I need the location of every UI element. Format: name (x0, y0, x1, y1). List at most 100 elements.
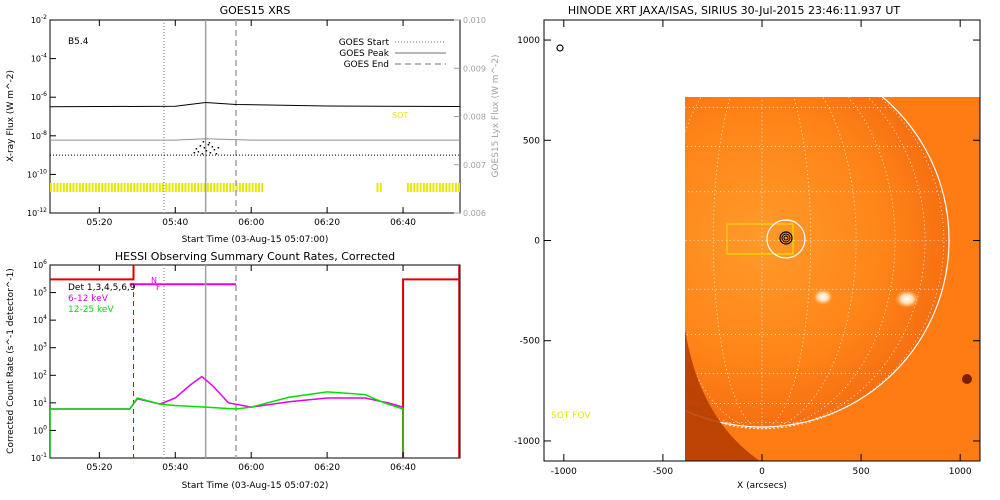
goes-x-tick-label: 06:40 (390, 218, 416, 228)
sot-coverage-bar (72, 183, 75, 192)
goes-y2-tick-label: 0.008 (463, 113, 486, 122)
map-x-label: X (arcsecs) (737, 481, 787, 491)
sot-coverage-bar (245, 183, 248, 192)
goes-y-tick-label: 10-6 (31, 91, 47, 102)
goes-y-tick-label: 10-10 (27, 168, 47, 179)
sot-coverage-bar (146, 183, 148, 192)
sot-coverage-bar (110, 183, 113, 192)
grid-meridian (761, 97, 926, 430)
goes-y-tick-label: 10-2 (31, 14, 47, 25)
sot-coverage-bar (133, 183, 136, 192)
sot-coverage-bar (120, 183, 123, 192)
hessi-x-tick-label: 05:40 (162, 463, 188, 473)
map-x-axis: -1000 -500 0 500 1000 (551, 20, 972, 477)
sot-coverage-bar (254, 183, 257, 192)
map-x-tick-label: 500 (852, 467, 869, 477)
sot-coverage-bar (88, 183, 91, 192)
lyx-scatter-point (209, 152, 212, 154)
lyx-scatter-point (211, 146, 214, 148)
sot-coverage-bar (123, 183, 126, 192)
sot-coverage-bar (69, 183, 72, 192)
goes-series-group (50, 102, 460, 156)
sot-coverage-bar (197, 183, 200, 192)
sot-coverage-bar (406, 183, 409, 192)
hessi-series-6-12-kev (50, 375, 404, 458)
goes-legend: GOES Start GOES Peak GOES End (339, 38, 446, 70)
sot-coverage-bar (181, 183, 184, 192)
goes-title: GOES15 XRS (220, 4, 291, 17)
map-x-tick-label: 1000 (949, 467, 972, 477)
goes-x-tick-label: 06:00 (238, 218, 264, 228)
sot-coverage-bar (190, 183, 193, 192)
sot-coverage-bar (422, 183, 425, 192)
goes-event-lines (163, 20, 237, 213)
goes-y-axis: 10-12 10-10 10-8 10-6 10-4 10-2 (27, 14, 56, 218)
goes-y2-label: GOES15 Lyx Flux (W m^-2) (491, 54, 501, 177)
hessi-title: HESSI Observing Summary Count Rates, Cor… (115, 250, 395, 263)
sot-coverage-bar (62, 183, 65, 192)
goes-y-tick-label: 10-12 (27, 207, 47, 218)
sot-coverage-bar (445, 183, 448, 192)
sot-coverage-bar (448, 183, 451, 192)
goes-y2-axis: 0.006 0.007 0.008 0.009 0.010 (454, 16, 486, 218)
hessi-saa-bar-left (50, 265, 135, 281)
map-title: HINODE XRT JAXA/ISAS, SIRIUS 30-Jul-2015… (568, 4, 901, 17)
sot-coverage-bar (94, 183, 97, 192)
hessi-x-tick-label: 06:20 (314, 463, 340, 473)
sot-coverage-bar (165, 183, 168, 192)
hessi-plot-frame (49, 264, 461, 459)
sot-coverage-bar (91, 183, 94, 192)
sot-coverage-bar (158, 183, 161, 192)
legend-goes-start: GOES Start (339, 38, 390, 48)
map-marker-small-circle (556, 44, 564, 52)
goes-y2-tick-label: 0.007 (463, 161, 486, 170)
hessi-legend: Det 1,3,4,5,6,9 6-12 keV 12-25 keV (68, 283, 136, 315)
sot-coverage-bar (238, 183, 241, 192)
flare-circle (766, 219, 806, 259)
goes-x-tick-label: 06:20 (314, 218, 340, 228)
map-y-tick-label: 0 (534, 237, 540, 247)
lyx-scatter-point (199, 145, 202, 147)
sot-coverage-bar (235, 183, 238, 192)
sot-coverage-bar (53, 183, 56, 192)
map-y-tick-label: 500 (523, 136, 540, 146)
goes-sot-coverage (50, 183, 460, 192)
hessi-y-tick-label: 102 (33, 369, 47, 380)
sot-coverage-bar (78, 183, 81, 192)
lyx-scatter-point (207, 144, 210, 146)
sot-coverage-bar (219, 183, 222, 192)
hessi-series-group (50, 375, 404, 458)
lyx-scatter-point (213, 149, 216, 151)
goes-x-label: Start Time (03-Aug-15 05:07:00) (182, 235, 329, 245)
sot-coverage-bar (75, 183, 78, 192)
sot-coverage-bar (162, 183, 164, 192)
sot-coverage-bar (226, 183, 228, 192)
goes-y-tick-label: 10-8 (31, 130, 47, 141)
map-y-axis: -1000 -500 0 500 1000 (514, 36, 980, 447)
lyx-scatter-point (217, 147, 220, 149)
sot-coverage-bar (56, 183, 59, 192)
sot-coverage-bar (258, 183, 260, 192)
hessi-x-tick-label: 06:40 (390, 463, 416, 473)
hinode-map-panel: HINODE XRT JAXA/ISAS, SIRIUS 30-Jul-2015… (514, 4, 981, 491)
map-y-tick-label: -500 (520, 337, 541, 347)
sot-coverage-bar (442, 183, 445, 192)
goes-sot-label: SOT (392, 111, 408, 120)
sot-coverage-bar (432, 183, 435, 192)
hessi-y-label: Corrected Count Rate (s^-1 detector^-1) (6, 268, 16, 454)
goes-y-label: X-ray Flux (W m^-2) (6, 70, 16, 162)
lyx-scatter-point (208, 142, 211, 144)
map-x-tick-label: -500 (653, 467, 674, 477)
sot-coverage-bar (200, 183, 203, 192)
sot-coverage-bar (98, 183, 100, 192)
lyx-scatter-point (193, 152, 196, 154)
sot-coverage-bar (152, 183, 155, 192)
goes-y-tick-label: 10-4 (31, 53, 47, 64)
goes-series-1-8-a (50, 102, 460, 108)
sot-coverage-bar (451, 183, 454, 192)
hessi-y-axis: 10-1 100 101 102 103 104 105 106 (31, 259, 56, 463)
map-x-tick-label: 0 (759, 467, 765, 477)
goes-xrs-panel: GOES15 XRS 05:20 05:40 06:00 06:20 06:40 10-… (6, 4, 501, 245)
hessi-x-axis: 05:20 05:40 06:00 06:20 06:40 (86, 265, 416, 473)
